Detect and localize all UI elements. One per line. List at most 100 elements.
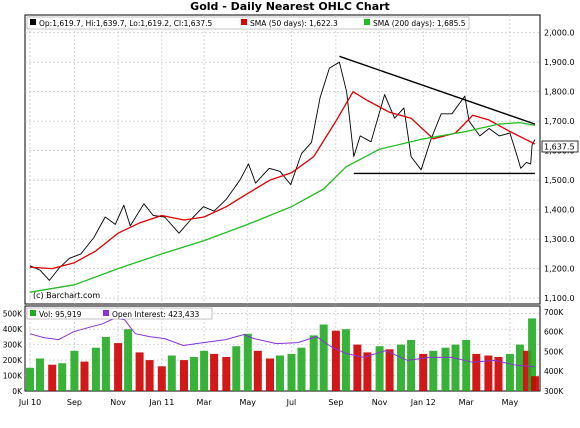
volume-tick-label: 100K: [3, 372, 23, 381]
watermark: (c) Barchart.com: [33, 291, 100, 300]
volume-tick-label: 0K: [12, 387, 23, 396]
legend-sma50: SMA (50 days): 1,622.3: [250, 19, 338, 28]
volume-tick-label: 400K: [3, 325, 23, 334]
volume-tick-label: 500K: [3, 310, 23, 319]
x-tick-label: Jul: [286, 398, 297, 407]
volume-bar: [114, 343, 123, 391]
price-tick-label: 1,500.0: [544, 176, 575, 185]
volume-bar: [266, 358, 274, 391]
open-interest-tick-label: 400K: [544, 367, 564, 376]
volume-bar: [472, 353, 481, 391]
volume-bar: [451, 344, 460, 391]
x-tick-label: Mar: [459, 398, 475, 407]
price-tick-label: 1,400.0: [544, 206, 575, 215]
resistance-trendline: [339, 55, 536, 125]
volume-bar: [494, 357, 503, 391]
open-interest-tick-label: 300K: [544, 387, 564, 396]
volume-bar: [157, 366, 166, 391]
last-price-tag: [541, 140, 579, 153]
volume-bar: [523, 350, 532, 391]
price-grid: [25, 15, 540, 304]
volume-bar: [375, 346, 384, 391]
legend-open-interest: Open Interest: 423,433: [112, 310, 199, 319]
open-interest-tick-label: 700K: [544, 308, 564, 317]
x-tick-label: May: [502, 398, 519, 407]
volume-bars: [26, 318, 539, 391]
volume-bar: [341, 329, 350, 391]
volume-bar: [200, 350, 209, 391]
price-legend: [26, 16, 470, 30]
chart-title: Gold - Daily Nearest OHLC Chart: [190, 0, 390, 13]
volume-bar: [80, 361, 89, 391]
x-tick-label: Mar: [197, 398, 213, 407]
volume-bar: [484, 355, 493, 391]
volume-bar: [135, 352, 144, 391]
volume-bar: [70, 350, 79, 391]
volume-bar: [419, 353, 428, 391]
legend-sma50-swatch: [241, 19, 247, 25]
open-interest-y-axis: 300K 400K 500K 600K 700K: [544, 308, 564, 396]
volume-bar: [353, 344, 362, 391]
volume-bar: [309, 335, 318, 391]
x-tick-label: May: [239, 398, 256, 407]
legend-ohlc-swatch: [30, 19, 36, 25]
volume-bar: [528, 318, 537, 391]
volume-bar: [515, 344, 524, 391]
volume-bar: [407, 340, 416, 391]
volume-bar: [429, 350, 438, 391]
volume-bar: [441, 347, 450, 391]
x-tick-label: Sep: [67, 398, 82, 407]
price-panel: [24, 14, 541, 305]
legend-volume-swatch: [30, 310, 36, 316]
open-interest-polyline: [29, 317, 536, 368]
price-tick-label: 1,900.0: [544, 58, 575, 67]
open-interest-tick-label: 600K: [544, 328, 564, 337]
volume-bar: [26, 367, 34, 391]
volume-bar: [287, 353, 296, 391]
volume-bar: [505, 353, 514, 391]
price-tick-label: 1,300.0: [544, 235, 575, 244]
volume-bar: [319, 324, 328, 391]
price-tick-label: 1,100.0: [544, 294, 575, 303]
volume-bar: [232, 346, 241, 391]
x-tick-label: Nov: [372, 398, 388, 407]
open-interest-line: [29, 317, 536, 368]
x-tick-label: Nov: [110, 398, 126, 407]
volume-bar: [243, 333, 252, 391]
x-tick-label: Jan 11: [148, 398, 174, 407]
volume-bar: [210, 353, 219, 391]
volume-bar: [145, 360, 154, 391]
x-tick-label: Jan 12: [410, 398, 436, 407]
volume-bar: [101, 336, 110, 391]
volume-bar: [222, 357, 231, 391]
sma-200-line: [29, 121, 536, 293]
volume-legend: [26, 307, 213, 320]
volume-bar: [363, 352, 372, 391]
volume-tick-label: 200K: [3, 356, 23, 365]
volume-bar: [297, 347, 306, 391]
x-tick-label: Jul 10: [18, 398, 41, 407]
x-axis: Jul 10 Sep Nov Jan 11 Mar May Jul Sep Nov Jan 12 M…: [18, 398, 519, 407]
legend-oi-swatch: [103, 310, 109, 316]
price-series: [29, 55, 536, 293]
volume-tick-label: 300K: [3, 341, 23, 350]
volume-bar: [331, 330, 340, 391]
price-tick-label: 1,200.0: [544, 265, 575, 274]
volume-bar: [385, 349, 394, 391]
volume-bar: [180, 360, 188, 391]
price-y-axis: 1,100.01,200.01,300.01,400.01,500.01,600…: [544, 29, 575, 303]
legend-volume: Vol: 95,919: [39, 310, 82, 319]
open-interest-tick-label: 500K: [544, 347, 564, 356]
volume-bar: [462, 340, 471, 391]
volume-bar: [91, 347, 100, 391]
volume-bar: [124, 329, 133, 391]
last-price-label: 1,637.5: [544, 143, 575, 152]
price-tick-label: 2,000.0: [544, 29, 575, 38]
volume-bar: [253, 350, 262, 391]
ohlc-line: [29, 61, 536, 281]
price-tick-label: 1,800.0: [544, 88, 575, 97]
legend-sma200-swatch: [364, 19, 370, 25]
volume-bar: [36, 358, 44, 391]
